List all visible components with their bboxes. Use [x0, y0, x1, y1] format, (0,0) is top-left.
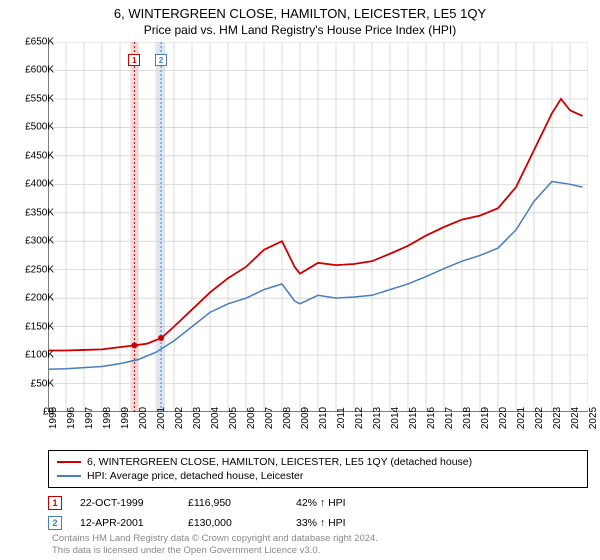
sale-price-1: £116,950	[188, 497, 278, 509]
x-tick-label: 2004	[210, 407, 221, 429]
x-tick-label: 2025	[588, 407, 599, 429]
x-tick-label: 2023	[552, 407, 563, 429]
sale-price-2: £130,000	[188, 517, 278, 529]
x-tick-label: 2024	[570, 407, 581, 429]
chart-svg	[48, 42, 588, 412]
legend: 6, WINTERGREEN CLOSE, HAMILTON, LEICESTE…	[48, 450, 588, 488]
y-tick-label: £650K	[25, 37, 54, 48]
x-tick-label: 2016	[426, 407, 437, 429]
chart-marker-2: 2	[155, 54, 167, 66]
x-tick-label: 2000	[138, 407, 149, 429]
legend-item-price: 6, WINTERGREEN CLOSE, HAMILTON, LEICESTE…	[57, 455, 579, 469]
x-tick-label: 2022	[534, 407, 545, 429]
y-tick-label: £100K	[25, 350, 54, 361]
legend-label-hpi: HPI: Average price, detached house, Leic…	[87, 470, 303, 482]
legend-swatch-hpi	[57, 475, 81, 477]
x-tick-label: 1996	[66, 407, 77, 429]
sale-date-2: 12-APR-2001	[80, 517, 170, 529]
x-tick-label: 2003	[192, 407, 203, 429]
y-tick-label: £600K	[25, 65, 54, 76]
x-tick-label: 2005	[228, 407, 239, 429]
x-tick-label: 2007	[264, 407, 275, 429]
x-tick-label: 2018	[462, 407, 473, 429]
x-tick-label: 2019	[480, 407, 491, 429]
x-tick-label: 1998	[102, 407, 113, 429]
x-tick-label: 1999	[120, 407, 131, 429]
x-tick-label: 2015	[408, 407, 419, 429]
sale-diff-2: 33% ↑ HPI	[296, 517, 386, 529]
x-tick-label: 1997	[84, 407, 95, 429]
chart-subtitle: Price paid vs. HM Land Registry's House …	[0, 21, 600, 37]
y-tick-label: £550K	[25, 93, 54, 104]
x-tick-label: 2010	[318, 407, 329, 429]
y-tick-label: £300K	[25, 236, 54, 247]
y-tick-label: £250K	[25, 264, 54, 275]
y-tick-label: £50K	[31, 378, 54, 389]
x-tick-label: 2009	[300, 407, 311, 429]
sale-date-1: 22-OCT-1999	[80, 497, 170, 509]
attribution-line1: Contains HM Land Registry data © Crown c…	[52, 533, 378, 544]
y-tick-label: £500K	[25, 122, 54, 133]
x-tick-label: 2008	[282, 407, 293, 429]
attribution-line2: This data is licensed under the Open Gov…	[52, 545, 378, 556]
y-tick-label: £200K	[25, 293, 54, 304]
x-tick-label: 2021	[516, 407, 527, 429]
x-tick-label: 2011	[336, 407, 347, 429]
legend-item-hpi: HPI: Average price, detached house, Leic…	[57, 469, 579, 483]
attribution: Contains HM Land Registry data © Crown c…	[52, 533, 378, 556]
chart-plot-area	[48, 42, 588, 412]
sales-list: 1 22-OCT-1999 £116,950 42% ↑ HPI 2 12-AP…	[48, 493, 588, 533]
sale-marker-1: 1	[48, 496, 62, 510]
sale-row-1: 1 22-OCT-1999 £116,950 42% ↑ HPI	[48, 493, 588, 513]
x-tick-label: 2012	[354, 407, 365, 429]
x-tick-label: 2014	[390, 407, 401, 429]
sale-row-2: 2 12-APR-2001 £130,000 33% ↑ HPI	[48, 513, 588, 533]
x-tick-label: 2002	[174, 407, 185, 429]
chart-container: 6, WINTERGREEN CLOSE, HAMILTON, LEICESTE…	[0, 0, 600, 560]
x-tick-label: 2013	[372, 407, 383, 429]
y-tick-label: £150K	[25, 321, 54, 332]
x-tick-label: 2020	[498, 407, 509, 429]
legend-swatch-price	[57, 461, 81, 463]
y-tick-label: £450K	[25, 150, 54, 161]
sale-marker-2: 2	[48, 516, 62, 530]
chart-marker-1: 1	[128, 54, 140, 66]
legend-label-price: 6, WINTERGREEN CLOSE, HAMILTON, LEICESTE…	[87, 456, 472, 468]
x-tick-label: 2006	[246, 407, 257, 429]
x-tick-label: 2001	[156, 407, 167, 429]
x-tick-label: 1995	[48, 407, 59, 429]
x-tick-label: 2017	[444, 407, 455, 429]
y-tick-label: £350K	[25, 207, 54, 218]
sale-diff-1: 42% ↑ HPI	[296, 497, 386, 509]
y-tick-label: £400K	[25, 179, 54, 190]
chart-title: 6, WINTERGREEN CLOSE, HAMILTON, LEICESTE…	[0, 0, 600, 21]
